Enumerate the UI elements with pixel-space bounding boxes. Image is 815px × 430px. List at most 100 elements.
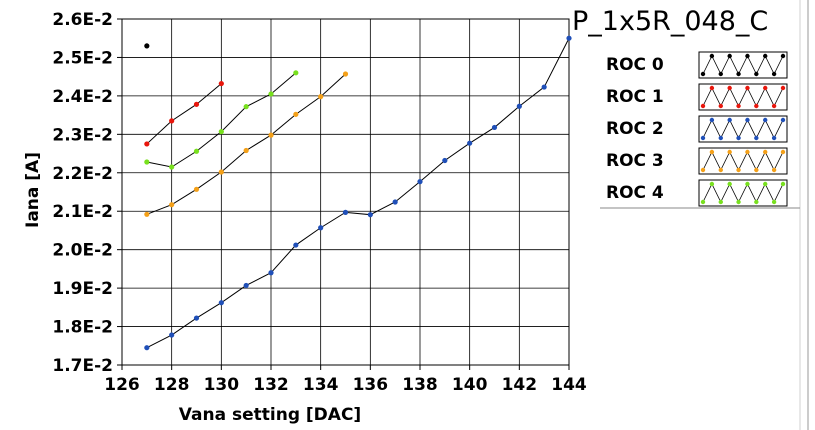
- plot-frame: [121, 18, 570, 366]
- legend-swatch-marker: [745, 181, 750, 187]
- data-point: [193, 315, 200, 321]
- legend-swatch-marker: [745, 85, 750, 91]
- data-point: [417, 179, 423, 185]
- x-tick-label: 128: [154, 375, 190, 395]
- legend-swatch-marker: [763, 53, 768, 59]
- legend-swatch-marker: [709, 181, 715, 187]
- x-tick-label: 132: [253, 375, 289, 395]
- legend-swatch-marker: [771, 135, 777, 141]
- legend-swatch-marker: [780, 85, 786, 91]
- legend-swatch-marker: [709, 117, 715, 123]
- data-point: [169, 118, 175, 124]
- y-axis-ticks: 1.7E-2 1.8E-2 1.9E-2 2.0E-2 2.1E-2 2.2E-2 2.3E…: [52, 10, 122, 376]
- legend-swatch-marker: [718, 135, 723, 141]
- data-point: [144, 345, 150, 351]
- legend-swatch-marker: [780, 149, 786, 155]
- legend-item-roc-4: ROC 4: [606, 179, 788, 207]
- data-point: [268, 91, 274, 97]
- data-point: [566, 35, 572, 41]
- data-point: [218, 129, 224, 135]
- legend-swatch-marker: [763, 149, 768, 155]
- legend-swatch-line: [702, 87, 784, 107]
- legend-swatch-line: [702, 119, 784, 139]
- y-tick-label: 1.8E-2: [52, 318, 113, 338]
- legend-swatch-marker: [709, 85, 715, 91]
- data-point: [193, 101, 200, 107]
- legend-swatch-marker: [780, 117, 786, 123]
- data-point: [442, 157, 448, 164]
- data-point: [342, 209, 349, 215]
- data-point: [293, 242, 299, 248]
- legend-swatch-marker: [700, 199, 706, 205]
- x-tick-label: 138: [402, 375, 438, 395]
- legend-swatch-marker: [718, 71, 723, 77]
- series-roc-3: [144, 71, 349, 217]
- data-point: [243, 104, 249, 110]
- legend-swatch-marker: [763, 85, 768, 91]
- data-point: [218, 80, 224, 87]
- data-point: [318, 94, 324, 100]
- x-tick-label: 126: [104, 375, 140, 395]
- legend-swatch-marker: [727, 117, 732, 123]
- legend-swatch-marker: [745, 53, 750, 59]
- legend-swatch-marker: [727, 149, 732, 155]
- legend-swatch-marker: [771, 199, 777, 205]
- legend-item-roc-3: ROC 3: [606, 147, 788, 175]
- y-tick-label: 2.1E-2: [52, 202, 113, 222]
- x-axis-title: Vana setting [DAC]: [179, 405, 361, 425]
- data-point: [243, 282, 249, 289]
- y-tick-label: 2.2E-2: [52, 164, 113, 184]
- series-roc-2: [144, 35, 572, 351]
- legend-swatch-marker: [736, 103, 741, 109]
- legend-swatch-marker: [700, 103, 706, 109]
- x-tick-label: 144: [551, 375, 587, 395]
- data-point: [293, 111, 299, 117]
- data-point: [293, 70, 299, 76]
- data-point: [541, 84, 547, 90]
- legend-swatch-marker: [700, 167, 706, 173]
- x-tick-label: 136: [353, 375, 389, 395]
- y-tick-label: 1.7E-2: [52, 356, 113, 376]
- legend-swatch-marker: [745, 117, 750, 123]
- legend-item-roc-1: ROC 1: [606, 83, 788, 111]
- legend-item-roc-2: ROC 2: [606, 115, 788, 143]
- x-axis-ticks: 126 128 130 132 134 136 138 140 142 144: [104, 365, 587, 395]
- legend-swatch-marker: [771, 103, 777, 109]
- legend-swatch-marker: [736, 71, 741, 77]
- data-point: [268, 132, 274, 138]
- data-point: [218, 169, 224, 175]
- legend-label: ROC 1: [606, 87, 664, 107]
- legend-swatch-marker: [754, 71, 759, 77]
- legend-swatch-marker: [700, 135, 706, 141]
- data-point: [144, 159, 150, 165]
- legend-item-roc-0: ROC 0: [606, 51, 788, 79]
- legend-swatch-marker: [736, 135, 741, 141]
- legend: ROC 0 ROC 1 ROC 2 ROC 3 ROC 4: [606, 51, 788, 207]
- legend-swatch-marker: [754, 103, 759, 109]
- legend-swatch-marker: [700, 71, 706, 77]
- legend-swatch-marker: [763, 117, 768, 123]
- series-line: [146, 83, 222, 145]
- legend-swatch-line: [702, 151, 784, 171]
- y-tick-label: 2.5E-2: [52, 48, 113, 68]
- data-point: [467, 140, 473, 146]
- legend-swatch-marker: [780, 53, 786, 59]
- series-line: [146, 37, 570, 349]
- data-point: [516, 103, 522, 109]
- x-tick-label: 142: [502, 375, 538, 395]
- legend-swatch-marker: [718, 103, 723, 109]
- legend-swatch-marker: [763, 181, 768, 187]
- legend-swatch-marker: [736, 167, 741, 173]
- data-point: [169, 164, 175, 170]
- legend-swatch-line: [702, 55, 784, 75]
- y-tick-label: 2.6E-2: [52, 10, 113, 30]
- legend-swatch-marker: [754, 167, 759, 173]
- legend-swatch-marker: [736, 199, 741, 205]
- legend-label: ROC 3: [606, 151, 664, 171]
- legend-label: ROC 4: [606, 183, 664, 203]
- data-point: [268, 270, 274, 276]
- y-tick-label: 2.3E-2: [52, 125, 113, 145]
- legend-swatch-marker: [727, 85, 732, 91]
